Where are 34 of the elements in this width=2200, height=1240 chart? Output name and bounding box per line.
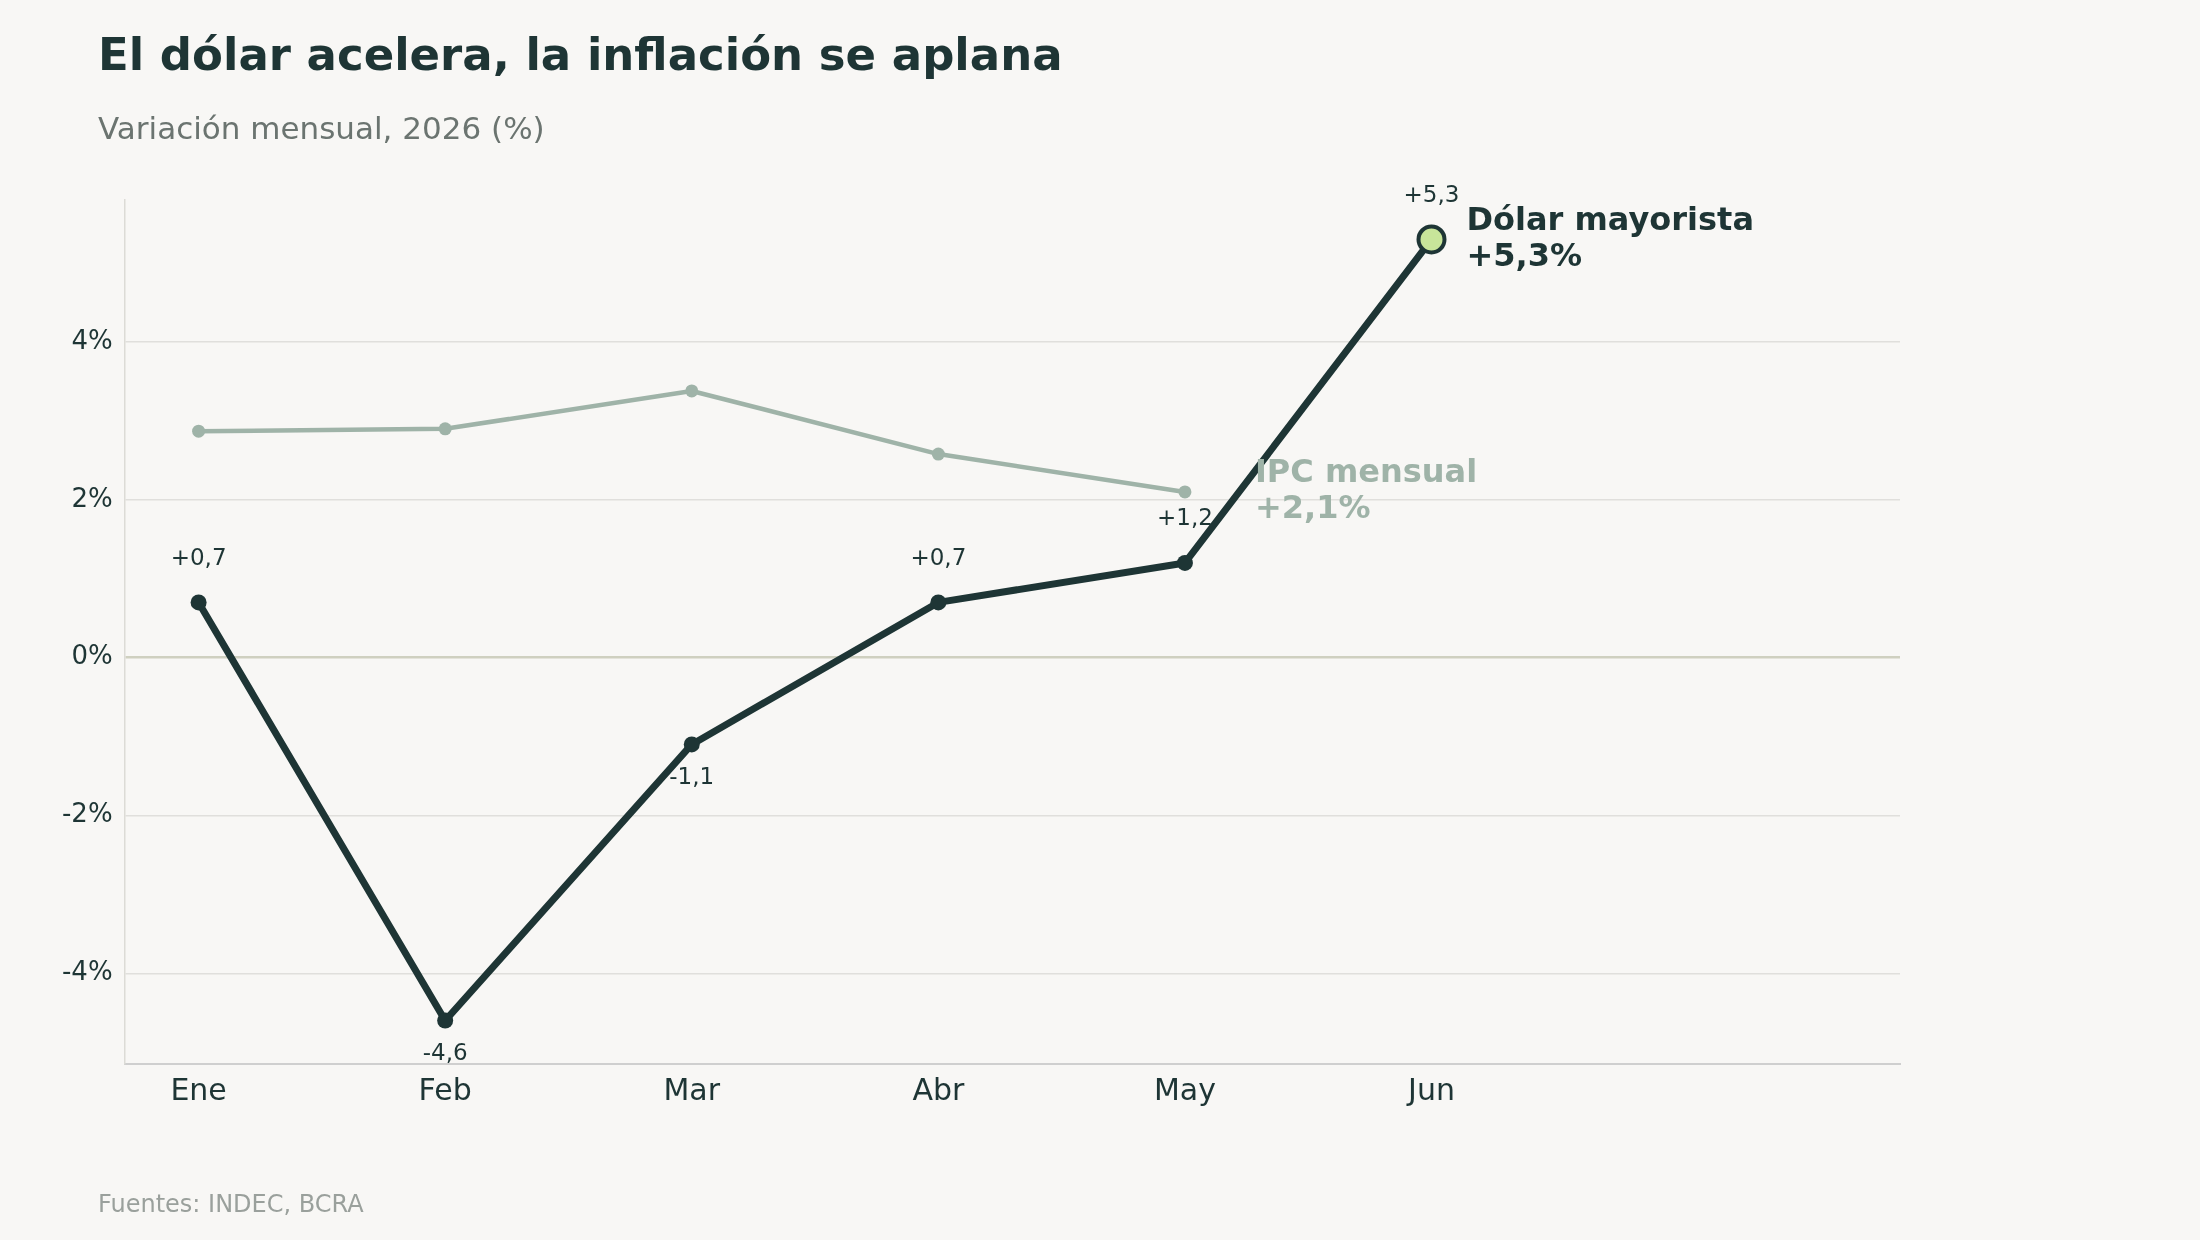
y-tick-label: 4% [71, 324, 113, 355]
x-tick-label: Abr [912, 1071, 965, 1107]
data-label: +1,2 [1156, 504, 1213, 531]
point [931, 447, 945, 461]
annotation: +5,3% [1466, 235, 1583, 274]
data-label: +5,3 [1403, 180, 1460, 207]
y-tick-label: -4% [61, 956, 113, 987]
point [437, 1012, 454, 1029]
chart-subtitle: Variación mensual, 2026 (%) [98, 110, 545, 146]
point [683, 736, 700, 753]
point [1178, 485, 1192, 499]
x-tick-label: Jun [1406, 1071, 1455, 1107]
x-tick-label: May [1153, 1071, 1216, 1107]
series-label: Dólar mayorista [1466, 199, 1755, 238]
point [1176, 554, 1193, 571]
x-tick-label: Ene [170, 1071, 227, 1107]
data-label: +0,7 [910, 543, 967, 570]
data-label: +0,7 [170, 543, 227, 570]
chart-title: El dólar acelera, la inflación se aplana [98, 28, 1063, 81]
point [192, 424, 206, 438]
data-label: -1,1 [669, 762, 715, 789]
point [930, 594, 947, 611]
series-label: IPC mensual [1254, 452, 1478, 491]
y-tick-label: -2% [61, 798, 113, 829]
point [190, 594, 207, 611]
source-note: Fuentes: INDEC, BCRA [98, 1190, 364, 1218]
data-label: -4,6 [422, 1039, 468, 1066]
x-tick-label: Feb [418, 1071, 472, 1107]
point [438, 422, 452, 436]
y-tick-label: 2% [71, 482, 113, 513]
point [685, 384, 699, 398]
annotation: +2,1% [1254, 488, 1371, 527]
x-tick-label: Mar [663, 1071, 721, 1107]
y-tick-label: 0% [71, 640, 113, 671]
